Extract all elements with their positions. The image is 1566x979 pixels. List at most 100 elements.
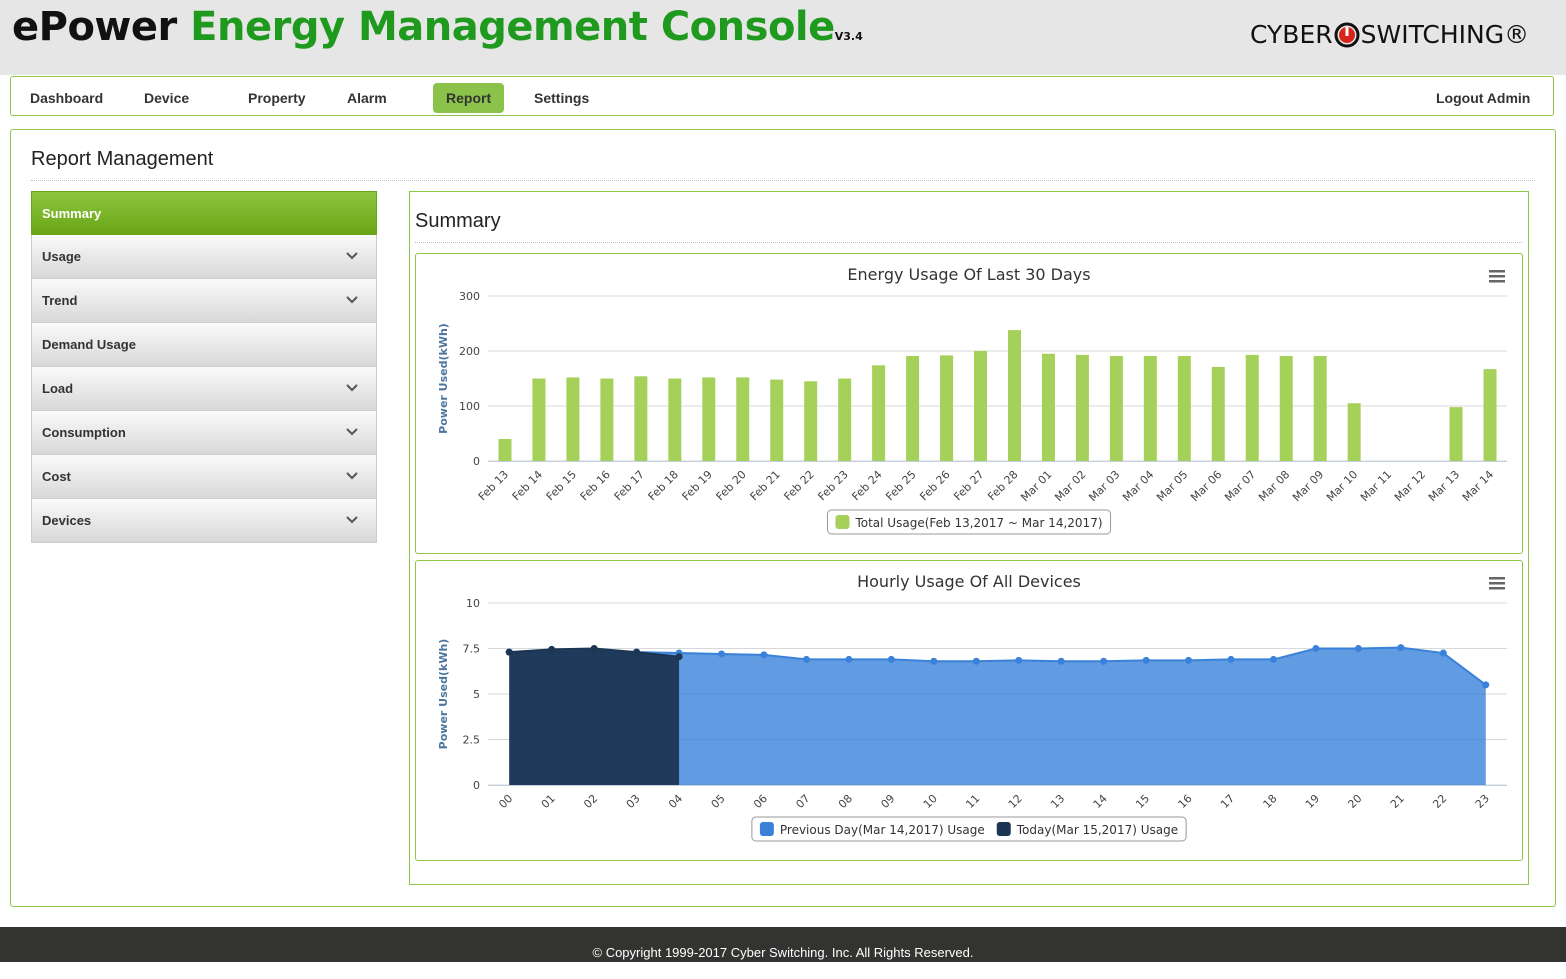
x-tick-label: 07 bbox=[793, 792, 812, 811]
menu-icon bbox=[1489, 582, 1505, 585]
nav-item[interactable]: Settings bbox=[534, 90, 590, 106]
y-tick-label: 200 bbox=[459, 345, 480, 358]
point bbox=[1142, 656, 1150, 664]
sidebar-item[interactable]: Devices bbox=[31, 499, 377, 543]
x-tick-label: 08 bbox=[836, 792, 855, 811]
x-tick-label: 19 bbox=[1303, 792, 1322, 811]
x-tick-label: Feb 22 bbox=[781, 468, 816, 503]
point bbox=[1227, 655, 1235, 663]
x-tick-label: Feb 14 bbox=[510, 468, 545, 503]
x-tick-label: Mar 06 bbox=[1188, 468, 1224, 504]
bar bbox=[634, 376, 648, 461]
sidebar-item[interactable]: Consumption bbox=[31, 411, 377, 455]
sidebar-label: Trend bbox=[42, 293, 78, 308]
bar bbox=[1449, 407, 1463, 461]
menu-icon bbox=[1489, 280, 1505, 283]
version: V3.4 bbox=[834, 30, 863, 43]
y-tick-label: 100 bbox=[459, 400, 480, 413]
x-tick-label: 01 bbox=[539, 792, 558, 811]
sidebar-item[interactable]: Demand Usage bbox=[31, 323, 377, 367]
menu-icon bbox=[1489, 577, 1505, 580]
nav-item[interactable]: Report bbox=[433, 83, 505, 113]
point bbox=[590, 645, 598, 652]
x-tick-label: Feb 15 bbox=[544, 468, 579, 503]
x-tick-label: Mar 08 bbox=[1256, 468, 1292, 504]
chevron bbox=[346, 384, 358, 392]
menu-icon bbox=[1489, 587, 1505, 590]
sidebar-item[interactable]: Load bbox=[31, 367, 377, 411]
point bbox=[972, 657, 980, 665]
chevron bbox=[346, 472, 358, 480]
x-tick-label: Mar 02 bbox=[1052, 468, 1088, 504]
brand: ePower Energy Management ConsoleV3.4 bbox=[12, 4, 863, 50]
y-axis-label: Power Used(kWh) bbox=[437, 323, 450, 434]
bar bbox=[770, 379, 784, 461]
section-title: Summary bbox=[415, 210, 501, 232]
chevron bbox=[346, 296, 358, 304]
point bbox=[1354, 645, 1362, 652]
x-tick-label: 04 bbox=[666, 792, 685, 811]
point bbox=[1185, 656, 1193, 664]
separator bbox=[31, 180, 1535, 181]
line bbox=[509, 646, 1487, 686]
chevron bbox=[346, 516, 358, 524]
point bbox=[1482, 681, 1490, 689]
x-tick-label: Feb 21 bbox=[747, 468, 782, 503]
sidebar-item[interactable]: Trend bbox=[31, 279, 377, 323]
x-tick-label: 05 bbox=[709, 792, 728, 811]
x-tick-label: 02 bbox=[581, 792, 600, 811]
y-tick-label: 300 bbox=[459, 290, 480, 303]
bar bbox=[1041, 353, 1055, 461]
point bbox=[548, 645, 556, 653]
x-tick-label: 15 bbox=[1133, 792, 1152, 811]
bar bbox=[1483, 369, 1497, 461]
sidebar-label: Summary bbox=[42, 206, 102, 221]
legend-swatch bbox=[759, 822, 774, 836]
sidebar-label: Load bbox=[42, 381, 74, 396]
footer: © Copyright 1999-2017 Cyber Switching. I… bbox=[0, 927, 1566, 962]
x-tick-label: 00 bbox=[496, 792, 515, 811]
sidebar-label: Devices bbox=[42, 513, 92, 528]
area bbox=[509, 647, 1486, 785]
bar bbox=[804, 381, 818, 461]
x-tick-label: Feb 25 bbox=[883, 468, 918, 503]
chart-title: Energy Usage Of Last 30 Days bbox=[847, 265, 1090, 284]
logo-icon bbox=[1334, 22, 1360, 47]
nav-item[interactable]: Dashboard bbox=[30, 90, 104, 106]
bar bbox=[1177, 355, 1191, 461]
app-title: Energy Management Console bbox=[190, 4, 835, 50]
x-tick-label: 13 bbox=[1048, 792, 1067, 811]
menu-icon bbox=[1489, 270, 1505, 273]
nav-item[interactable]: Alarm bbox=[347, 90, 387, 106]
content-panel bbox=[409, 191, 1529, 885]
y-axis-label: Power Used(kWh) bbox=[437, 639, 450, 750]
x-tick-label: Mar 03 bbox=[1086, 468, 1122, 504]
bar bbox=[1143, 355, 1157, 461]
bar bbox=[702, 377, 716, 461]
chart-title: Hourly Usage Of All Devices bbox=[857, 572, 1081, 591]
legend: Previous Day(Mar 14,2017) Usage Today(Mar… bbox=[751, 816, 1187, 842]
x-tick-label: Mar 13 bbox=[1426, 468, 1462, 504]
point bbox=[1312, 645, 1320, 652]
x-tick-label: 03 bbox=[624, 792, 643, 811]
logout[interactable]: Logout Admin bbox=[1436, 90, 1531, 106]
sidebar-item[interactable]: Usage bbox=[31, 235, 377, 279]
logo: CYBER SWITCHING® bbox=[1250, 20, 1529, 49]
x-tick-label: Feb 28 bbox=[985, 468, 1020, 503]
sidebar-item[interactable]: Cost bbox=[31, 455, 377, 499]
chart-panel: Hourly Usage Of All Devices Power Used(kW… bbox=[415, 560, 1523, 861]
nav-item[interactable]: Property bbox=[248, 90, 306, 106]
bar bbox=[1109, 355, 1123, 461]
bar bbox=[1075, 354, 1089, 461]
point bbox=[1100, 657, 1108, 665]
sidebar-item[interactable]: Summary bbox=[31, 191, 377, 235]
point bbox=[718, 650, 726, 658]
bar bbox=[1279, 355, 1293, 461]
x-tick-label: Mar 05 bbox=[1154, 468, 1190, 504]
separator bbox=[415, 242, 1522, 243]
logo-text: CYBER bbox=[1250, 20, 1333, 49]
bar bbox=[532, 378, 546, 461]
nav-item[interactable]: Device bbox=[144, 90, 190, 106]
legend-box bbox=[751, 816, 1187, 842]
point bbox=[675, 653, 683, 661]
